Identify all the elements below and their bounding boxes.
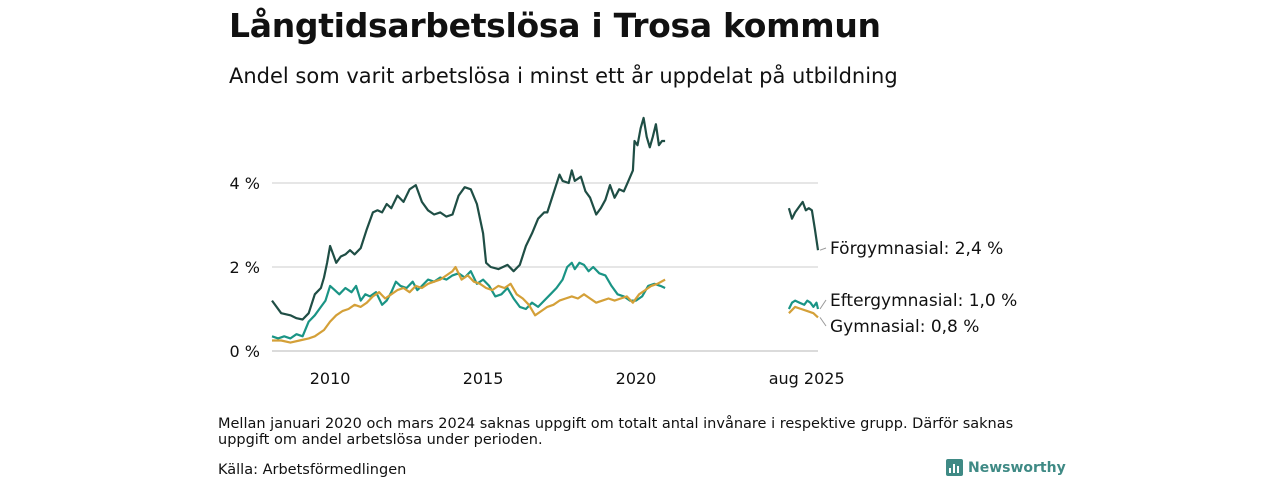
chart-title: Långtidsarbetslösa i Trosa kommun	[229, 6, 881, 45]
x-tick-label: 2010	[310, 369, 351, 388]
series-end-label: Gymnasial: 0,8 %	[830, 317, 979, 337]
x-tick-label: 2020	[616, 369, 657, 388]
series-line	[271, 261, 666, 340]
chart-subtitle: Andel som varit arbetslösa i minst ett å…	[229, 64, 898, 88]
x-tick-label: aug 2025	[769, 369, 845, 388]
y-tick-label: 0 %	[230, 342, 260, 361]
series-line	[788, 305, 819, 319]
x-tick-label: 2015	[463, 369, 504, 388]
label-leader	[819, 317, 827, 327]
series-end-label: Förgymnasial: 2,4 %	[830, 239, 1003, 259]
y-tick-label: 2 %	[230, 258, 260, 277]
newsworthy-logo: Newsworthy	[946, 459, 1066, 476]
label-leader	[819, 247, 827, 251]
series-line	[271, 116, 666, 321]
source-note: Källa: Arbetsförmedlingen	[218, 462, 407, 478]
logo-text: Newsworthy	[968, 459, 1066, 476]
y-tick-label: 4 %	[230, 174, 260, 193]
series-line	[787, 200, 820, 251]
series-end-label: Eftergymnasial: 1,0 %	[830, 291, 1017, 311]
series-line	[272, 265, 666, 344]
series-line	[787, 299, 820, 310]
label-leader	[819, 299, 827, 310]
logo-icon	[946, 459, 963, 476]
footnote: Mellan januari 2020 och mars 2024 saknas…	[218, 416, 1014, 448]
